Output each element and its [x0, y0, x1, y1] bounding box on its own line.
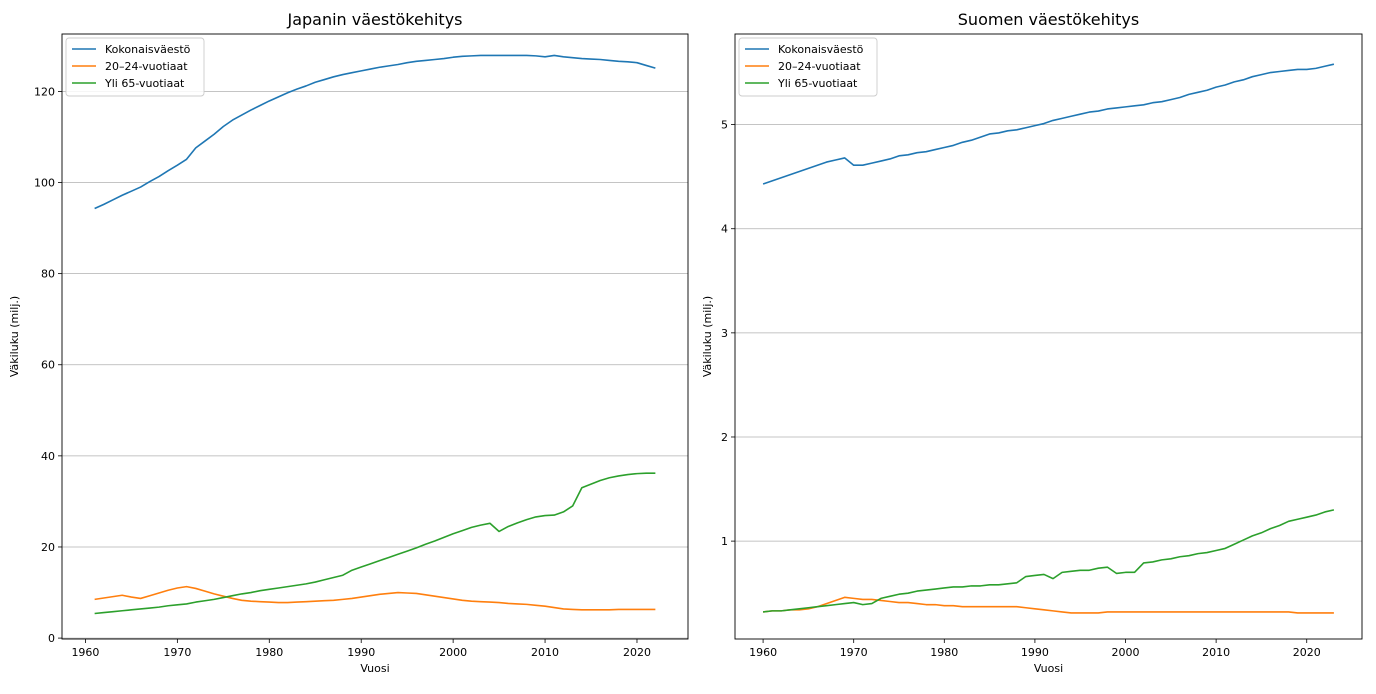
plot-frame: [734, 33, 1363, 640]
x-tick-label: 1990: [347, 646, 375, 659]
x-tick-label: 2020: [1293, 646, 1321, 659]
legend-label: Kokonaisväestö: [105, 43, 191, 56]
legend-box: [738, 37, 878, 97]
x-tick-label: 1970: [840, 646, 868, 659]
series-line-1: [94, 54, 656, 210]
legend: Kokonaisväestö 20–24-vuotiaat Yli 65-vuoti…: [738, 37, 878, 97]
x-tick-label: 1980: [255, 646, 283, 659]
y-tick-label: 2: [721, 431, 728, 444]
legend-label: 20–24-vuotiaat: [778, 60, 861, 73]
legend-label: Yli 65-vuotiaat: [104, 77, 185, 90]
series-line-2: [762, 596, 1334, 614]
x-axis-label: Vuosi: [1034, 662, 1063, 675]
y-tick-label: 20: [41, 541, 55, 554]
x-axis-label: Vuosi: [360, 662, 389, 675]
x-tick-label: 2000: [1112, 646, 1140, 659]
legend-box: [65, 37, 205, 97]
y-tick-label: 1: [721, 535, 728, 548]
series-line-1: [762, 63, 1335, 185]
x-tick-label: 1960: [71, 646, 99, 659]
y-tick-label: 60: [41, 359, 55, 372]
legend-label: Yli 65-vuotiaat: [777, 77, 858, 90]
x-tick-label: 2010: [531, 646, 559, 659]
y-tick-label: 0: [48, 632, 55, 645]
series-line-3: [94, 472, 656, 615]
y-tick-label: 5: [721, 119, 728, 132]
chart-title: Suomen väestökehitys: [958, 10, 1139, 29]
y-axis-label: Väkiluku (milj.): [8, 296, 21, 377]
y-tick-label: 4: [721, 223, 728, 236]
x-tick-label: 1980: [930, 646, 958, 659]
series-line-2: [94, 585, 656, 611]
y-tick-label: 120: [34, 85, 55, 98]
y-tick-label: 40: [41, 450, 55, 463]
x-tick-label: 2000: [439, 646, 467, 659]
x-tick-label: 2010: [1202, 646, 1230, 659]
chart-title: Japanin väestökehitys: [286, 10, 462, 29]
y-tick-label: 80: [41, 268, 55, 281]
x-tick-label: 1990: [1021, 646, 1049, 659]
x-tick-label: 1970: [163, 646, 191, 659]
y-axis-label: Väkiluku (milj.): [701, 296, 714, 377]
chart-panel-2: 1960 1970 1980 1990 2000 2010 2020 1 2 3 4 5 Suomen …: [701, 10, 1363, 675]
legend-label: Kokonaisväestö: [778, 43, 864, 56]
plot-frame: [61, 33, 689, 640]
legend: Kokonaisväestö 20–24-vuotiaat Yli 65-vuoti…: [65, 37, 205, 97]
x-tick-label: 1960: [749, 646, 777, 659]
legend-label: 20–24-vuotiaat: [105, 60, 188, 73]
y-tick-label: 100: [34, 177, 55, 190]
x-tick-label: 2020: [623, 646, 651, 659]
y-tick-label: 3: [721, 327, 728, 340]
series-line-3: [762, 509, 1335, 613]
chart-panel-1: 1960 1970 1980 1990 2000 2010 2020 0 20 40 60 80 100…: [8, 10, 689, 675]
